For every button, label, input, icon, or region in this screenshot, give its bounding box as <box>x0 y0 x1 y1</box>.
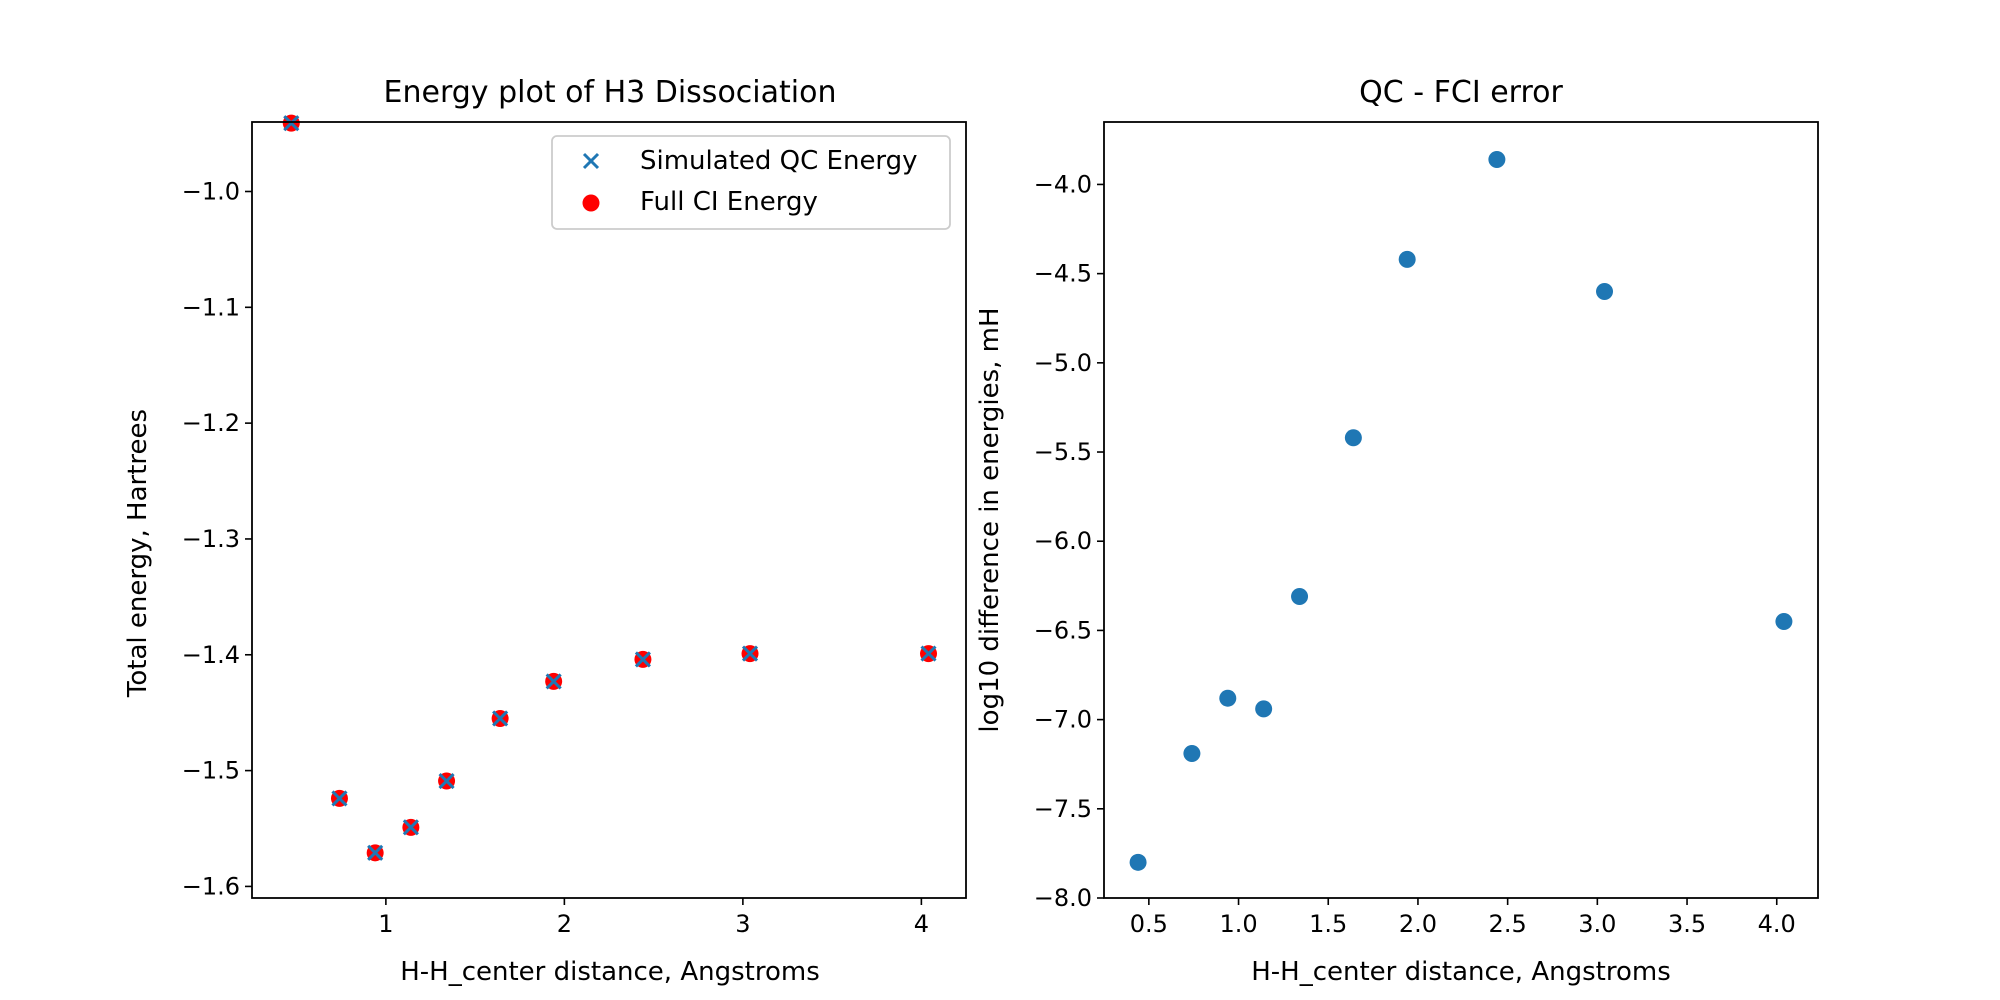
energy-plot-x-tick-label: 1 <box>378 910 393 938</box>
error-plot-title: QC - FCI error <box>1359 75 1563 110</box>
legend-x-marker-shape <box>582 152 600 170</box>
energy-plot-qc-energy-x-point <box>438 772 455 790</box>
energy-plot-x-tick-label: 2 <box>557 910 572 938</box>
error-plot-points <box>1129 150 1793 871</box>
error-plot-y-tick-label: −8.0 <box>1034 884 1092 912</box>
error-plot-point <box>1775 612 1793 630</box>
error-plot-point <box>1488 150 1506 168</box>
error-plot-point <box>1596 282 1614 300</box>
error-plot-x-tick-label: 2.0 <box>1399 910 1437 938</box>
energy-plot-ticks: 1 2 3 4 −1.6 −1.5 −1.4 −1.3 −1.2 −1.1 −1.0 <box>182 177 929 938</box>
error-plot-point <box>1398 250 1416 268</box>
error-plot-y-tick-label: −5.0 <box>1034 349 1092 377</box>
error-plot-point <box>1219 689 1237 707</box>
error-plot-x-tick-label: 4.0 <box>1758 910 1796 938</box>
error-plot-x-axis-label: H-H_center distance, Angstroms <box>1251 957 1671 987</box>
energy-plot-qc-energy-x-point <box>331 790 348 807</box>
error-plot-y-tick-label: −5.5 <box>1034 438 1092 466</box>
energy-plot-y-tick-label: −1.1 <box>182 293 240 321</box>
error-plot-point <box>1129 853 1147 871</box>
error-plot-x-tick-label: 3.0 <box>1578 910 1616 938</box>
error-plot-x-tick-label: 0.5 <box>1130 910 1168 938</box>
energy-plot-y-tick-label: −1.0 <box>182 177 240 205</box>
energy-plot-qc-energy-x-point <box>367 844 384 861</box>
error-plot-y-tick-label: −7.5 <box>1034 795 1092 823</box>
energy-plot-qc-energy-x-point <box>283 115 300 132</box>
error-plot-y-axis-label: log10 difference in energies, mH <box>975 307 1005 732</box>
error-plot-y-tick-label: −6.0 <box>1034 527 1092 555</box>
legend-box <box>551 135 951 230</box>
energy-plot-qc-energy-x-point <box>920 645 937 662</box>
energy-plot-qc-energy-x-point <box>492 710 509 727</box>
legend-entry-simulated-qc-energy: Simulated QC Energy <box>640 146 918 176</box>
legend-circle-marker-shape <box>582 194 600 212</box>
error-plot-y-tick-label: −4.0 <box>1034 170 1092 198</box>
error-plot-panel: QC - FCI error H-H_center distance, Angs… <box>975 75 1819 987</box>
error-plot-y-tick-label: −7.0 <box>1034 706 1092 734</box>
energy-plot-frame <box>251 121 967 899</box>
energy-plot-y-tick-label: −1.5 <box>182 757 240 785</box>
energy-plot-y-tick-label: −1.4 <box>182 641 240 669</box>
error-plot-x-tick-label: 3.5 <box>1668 910 1706 938</box>
energy-plot-qc-energy-x-point <box>741 645 759 662</box>
error-plot-x-tick-label: 1.0 <box>1219 910 1257 938</box>
energy-plot-points <box>282 114 938 862</box>
error-plot-frame <box>1103 121 1819 899</box>
energy-plot-qc-energy-x-point <box>402 819 419 836</box>
energy-plot-y-axis-label: Total energy, Hartrees <box>123 409 153 698</box>
energy-plot-y-tick-label: −1.2 <box>182 409 240 437</box>
energy-plot-legend: Simulated QC Energy Full CI Energy <box>551 135 951 230</box>
energy-plot-y-tick-label: −1.3 <box>182 525 240 553</box>
error-plot-point <box>1255 700 1273 718</box>
energy-plot-x-tick-label: 4 <box>914 910 929 938</box>
energy-plot-x-axis-label: H-H_center distance, Angstroms <box>400 957 820 987</box>
error-plot-point <box>1183 745 1201 763</box>
error-plot-y-tick-label: −6.5 <box>1034 616 1092 644</box>
energy-plot-y-tick-label: −1.6 <box>182 872 240 900</box>
energy-plot-qc-energy-x-point <box>634 651 651 668</box>
error-plot-point <box>1344 429 1362 447</box>
legend-circle-marker-icon <box>582 194 600 212</box>
energy-plot-panel: Energy plot of H3 Dissociation H-H_cente… <box>123 75 967 987</box>
legend-x-marker-icon <box>582 152 600 170</box>
error-plot-point <box>1291 588 1309 606</box>
legend-entry-full-ci-energy: Full CI Energy <box>640 187 818 217</box>
error-plot-x-tick-label: 2.5 <box>1489 910 1527 938</box>
energy-plot-x-tick-label: 3 <box>735 910 750 938</box>
energy-plot-qc-energy-x-point <box>545 673 562 690</box>
error-plot-y-tick-label: −4.5 <box>1034 260 1092 288</box>
energy-plot-title: Energy plot of H3 Dissociation <box>384 75 837 110</box>
error-plot-ticks: 0.5 1.0 1.5 2.0 2.5 3.0 3.5 4.0 −8.0 −7.5 −7.0 −6.5… <box>1034 170 1796 938</box>
error-plot-x-tick-label: 1.5 <box>1309 910 1347 938</box>
